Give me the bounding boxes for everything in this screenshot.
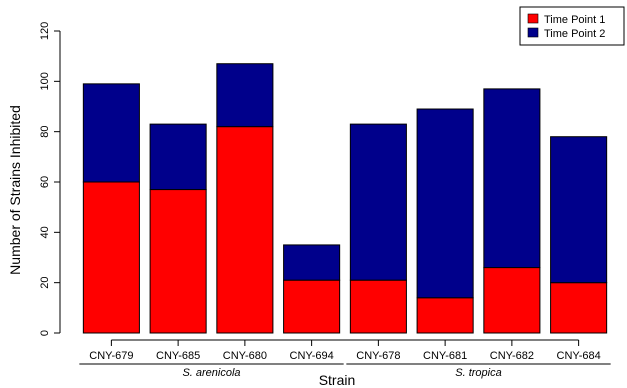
legend-swatch (527, 13, 539, 24)
x-tick-label: CNY-681 (423, 350, 467, 362)
bar-segment-cny-681-timepoint-1 (416, 297, 474, 334)
legend-label: Time Point 2 (544, 28, 605, 40)
y-axis: 0 20 40 60 80 100 120 (39, 22, 61, 336)
y-tick-label: 60 (39, 176, 51, 188)
x-axis-title: Strain (319, 372, 356, 388)
bar-segment-cny-694-timepoint-1 (283, 279, 341, 334)
legend: Time Point 1 Time Point 2 (519, 6, 625, 46)
bar-segment-cny-679-timepoint-2 (82, 83, 140, 183)
bar-segment-cny-682-timepoint-2 (483, 88, 541, 269)
x-tick-label: CNY-684 (557, 350, 601, 362)
bar-segment-cny-680-timepoint-2 (216, 63, 274, 128)
y-tick-label: 20 (39, 277, 51, 289)
x-tick-label: CNY-694 (290, 350, 334, 362)
y-tick-label: 120 (39, 22, 51, 40)
bar-segment-cny-685-timepoint-2 (149, 123, 207, 191)
y-tick-label: 80 (39, 126, 51, 138)
bar-segment-cny-684-timepoint-1 (550, 282, 608, 334)
strain-group-labels: S. arenicola S. tropica (79, 363, 611, 379)
x-tick-label: CNY-679 (89, 350, 133, 362)
x-axis: CNY-679 CNY-685 CNY-680 CNY-694 CNY-678 CNY-6… (89, 339, 601, 362)
bar-segment-cny-685-timepoint-1 (149, 189, 207, 334)
x-tick-label: CNY-680 (223, 350, 267, 362)
bar-segment-cny-681-timepoint-2 (416, 108, 474, 299)
legend-swatch (527, 27, 539, 38)
bars-layer (82, 63, 608, 334)
group-label: S. tropica (455, 367, 501, 379)
y-tick-label: 40 (39, 226, 51, 238)
bar-segment-cny-678-timepoint-1 (349, 279, 407, 334)
bar-segment-cny-694-timepoint-2 (283, 244, 341, 281)
x-tick-label: CNY-678 (356, 350, 400, 362)
bar-segment-cny-682-timepoint-1 (483, 267, 541, 334)
y-axis-title: Number of Strains Inhibited (7, 105, 23, 275)
y-tick-label: 100 (39, 72, 51, 90)
bar-segment-cny-684-timepoint-2 (550, 136, 608, 284)
x-tick-label: CNY-682 (490, 350, 534, 362)
bar-segment-cny-680-timepoint-1 (216, 126, 274, 334)
x-tick-label: CNY-685 (156, 350, 200, 362)
group-label: S. arenicola (182, 367, 240, 379)
bar-segment-cny-678-timepoint-2 (349, 123, 407, 281)
legend-label: Time Point 1 (544, 14, 605, 26)
legend-box (519, 6, 625, 46)
y-tick-label: 0 (39, 330, 51, 336)
bar-segment-cny-679-timepoint-1 (82, 181, 140, 334)
